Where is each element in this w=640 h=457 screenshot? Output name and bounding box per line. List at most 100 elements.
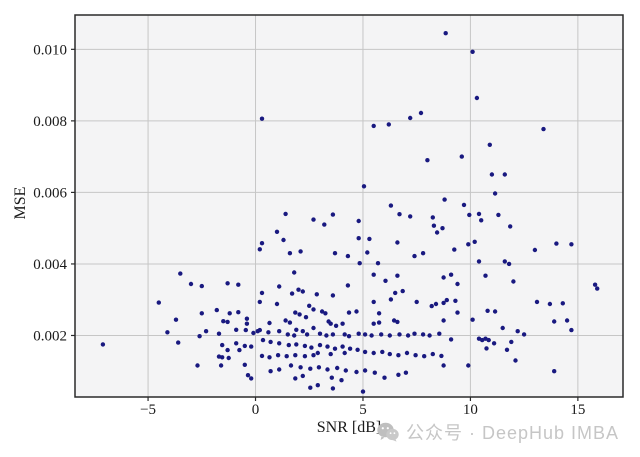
data-point: [345, 283, 351, 288]
data-point: [552, 369, 557, 374]
wechat-icon: [377, 422, 399, 442]
data-point: [293, 310, 298, 315]
data-point: [343, 368, 348, 373]
data-point: [408, 115, 413, 121]
data-point: [532, 247, 538, 253]
data-point: [560, 301, 565, 306]
data-point: [476, 211, 482, 217]
data-point: [418, 110, 424, 116]
data-point: [220, 355, 225, 360]
data-point: [283, 211, 288, 217]
x-tick-label: −5: [140, 402, 156, 418]
data-point: [304, 332, 310, 337]
data-point: [362, 349, 368, 355]
data-point: [466, 242, 471, 247]
data-point: [303, 315, 309, 320]
y-axis-label: MSE: [12, 186, 29, 220]
data-point: [288, 363, 294, 368]
data-point: [309, 345, 314, 350]
data-point: [292, 270, 297, 275]
data-point: [199, 311, 204, 316]
data-point: [302, 343, 308, 349]
data-point: [203, 329, 209, 334]
data-point: [292, 333, 297, 338]
data-point: [297, 312, 302, 317]
data-point: [479, 218, 484, 223]
data-point: [371, 272, 376, 277]
data-point: [315, 350, 320, 356]
data-point: [298, 249, 303, 254]
data-point: [467, 212, 472, 218]
data-point: [371, 123, 376, 129]
data-point: [245, 373, 251, 378]
data-point: [340, 321, 345, 326]
data-point: [541, 126, 546, 132]
data-point: [414, 299, 419, 305]
data-point: [395, 273, 400, 278]
data-point: [452, 247, 457, 252]
data-point: [356, 236, 361, 241]
data-point: [422, 354, 427, 359]
data-point: [283, 318, 288, 323]
data-point: [294, 342, 299, 347]
data-point: [100, 342, 106, 347]
data-point: [443, 31, 448, 36]
data-point: [448, 272, 454, 277]
data-point: [225, 319, 230, 325]
data-point: [325, 367, 330, 372]
data-point: [332, 251, 338, 256]
data-point: [267, 320, 272, 326]
data-point: [427, 333, 432, 338]
data-point: [386, 122, 391, 127]
data-point: [489, 172, 495, 177]
data-point: [511, 279, 516, 284]
data-point: [294, 327, 299, 332]
data-point: [367, 236, 372, 242]
data-point: [277, 341, 282, 346]
data-point: [277, 329, 282, 334]
data-point: [376, 320, 382, 325]
data-point: [328, 321, 333, 326]
data-point: [448, 337, 454, 342]
data-point: [236, 282, 241, 287]
y-tick-label: 0.004: [33, 257, 67, 273]
data-point: [156, 300, 161, 305]
data-point: [485, 308, 490, 313]
data-point: [268, 369, 273, 374]
data-point: [347, 346, 353, 351]
plot-background: [75, 15, 623, 397]
data-point: [362, 368, 368, 373]
data-point: [397, 212, 402, 217]
data-point: [173, 317, 179, 322]
data-point: [300, 289, 305, 294]
data-point: [404, 350, 410, 356]
data-point: [345, 253, 351, 259]
data-point: [324, 333, 329, 338]
data-point: [300, 329, 305, 334]
data-point: [249, 376, 254, 381]
data-point: [400, 288, 405, 294]
data-point: [554, 241, 559, 246]
data-point: [376, 311, 382, 316]
data-point: [393, 290, 398, 296]
data-point: [444, 297, 449, 303]
data-point: [296, 287, 301, 292]
data-point: [515, 329, 520, 334]
data-point: [425, 158, 430, 163]
data-point: [274, 301, 280, 307]
data-point: [308, 385, 313, 390]
data-point: [455, 281, 460, 287]
data-point: [360, 389, 366, 394]
y-tick-label: 0.006: [33, 185, 67, 201]
data-point: [388, 297, 394, 302]
data-point: [459, 154, 464, 159]
data-point: [243, 327, 248, 333]
data-point: [413, 353, 418, 358]
data-point: [361, 184, 367, 189]
data-point: [176, 340, 181, 345]
x-tick-label: 15: [570, 402, 585, 418]
data-point: [441, 300, 446, 306]
data-point: [397, 332, 402, 337]
data-point: [491, 341, 497, 346]
